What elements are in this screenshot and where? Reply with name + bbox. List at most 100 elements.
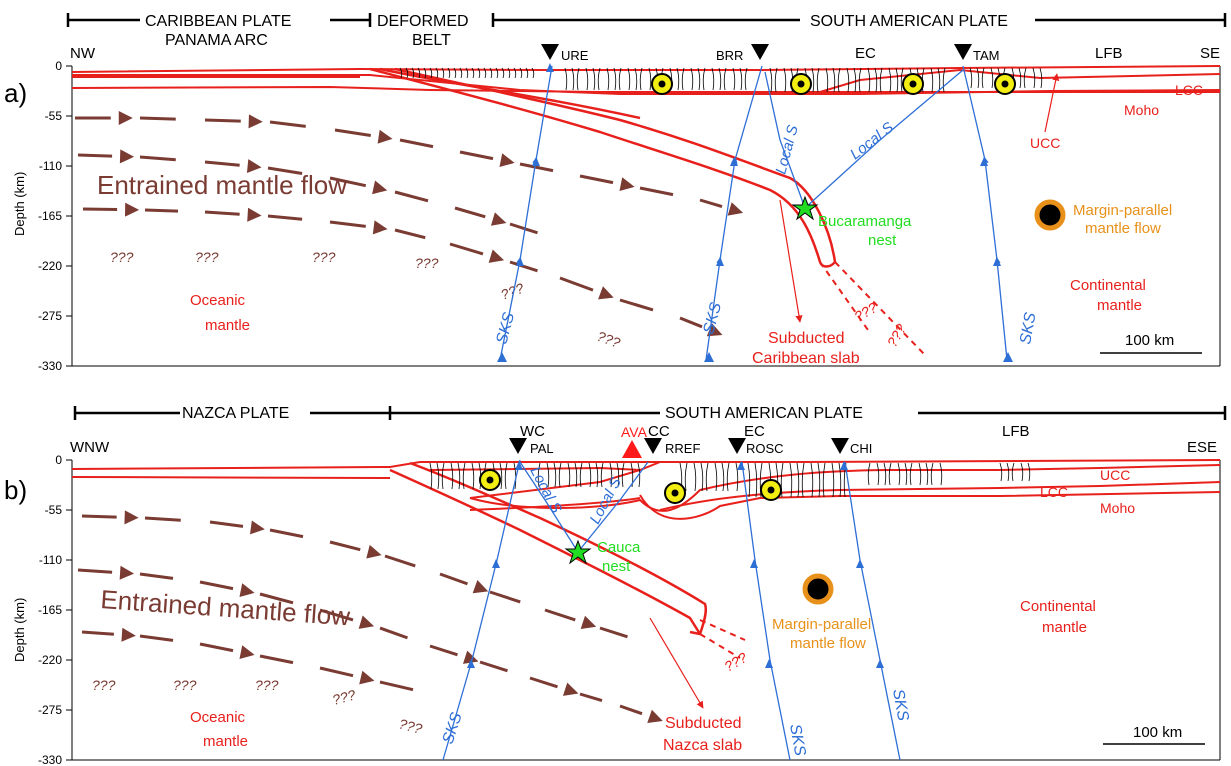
fabric-line — [579, 462, 583, 488]
fabric-line — [405, 67, 409, 79]
crust-label-ucc-b: UCC — [1100, 467, 1130, 483]
fabric-line — [459, 67, 463, 79]
flow-arrowhead — [488, 249, 505, 263]
fabric-line — [585, 67, 589, 91]
fabric-line — [630, 462, 634, 488]
flow-dash — [544, 608, 576, 622]
slab-label-line2: Caribbean slab — [752, 350, 860, 367]
panel-label-a: a) — [4, 78, 27, 108]
nest-label-line1: Bucaramanga — [818, 213, 912, 230]
fabric-line — [525, 67, 529, 79]
flow-dot-center — [767, 486, 775, 494]
fabric-line — [711, 67, 715, 91]
direction-nw: NW — [70, 45, 96, 62]
fabric-line — [553, 462, 557, 488]
flow-arrowhead — [499, 153, 515, 168]
fabric-line — [769, 67, 773, 93]
plate-label-panama-arc: PANAMA ARC — [165, 32, 268, 49]
panel-label-b: b) — [4, 475, 27, 505]
oceanic-label-line1-b: Oceanic — [190, 709, 246, 726]
fabric-line — [831, 462, 835, 498]
fabric-line — [1039, 67, 1043, 89]
fabric-line — [853, 67, 857, 93]
unknown-mark: ??? — [397, 715, 424, 737]
fabric-line — [499, 462, 503, 490]
unknown-mark: ??? — [595, 328, 623, 351]
flow-dot-center — [909, 80, 917, 88]
fabric-line — [519, 67, 523, 79]
fabric-line — [627, 67, 631, 91]
sks-rays-a — [499, 65, 1008, 361]
fabric-line — [700, 462, 704, 492]
fabric-line — [507, 67, 511, 79]
scale-label: 100 km — [1125, 332, 1174, 349]
plate-label-belt: BELT — [412, 32, 451, 49]
flow-dash — [619, 298, 654, 312]
crust-label-lcc-b: LCC — [1040, 484, 1068, 500]
fabric-line — [822, 462, 826, 498]
slab-label-line1: Subducted — [768, 330, 845, 347]
perpendicular-flow-markers-a — [651, 73, 1016, 95]
local-s-rays-a — [764, 69, 964, 209]
flow-arrowhead — [250, 520, 265, 535]
fabric-line — [592, 67, 596, 91]
y-tick-label: -220 — [38, 653, 62, 667]
fabric-line — [1023, 67, 1027, 89]
fabric-line — [597, 67, 601, 91]
station-label-chi: CHI — [850, 441, 872, 456]
y-ticks-a: 0 -55 -110 -165 -220 -275 -330 — [38, 59, 72, 373]
fabric-line — [723, 67, 727, 91]
flow-dash — [259, 654, 294, 665]
flow-arrowhead — [358, 615, 375, 629]
fabric-line — [429, 462, 433, 490]
flow-arrowhead — [119, 565, 135, 580]
unknown-mark: ??? — [499, 280, 527, 303]
station-label-tam: TAM — [973, 48, 999, 63]
flow-dash — [394, 190, 429, 203]
fabric-line — [969, 67, 973, 89]
fabric-line — [735, 462, 739, 492]
sks-label: SKS — [493, 310, 518, 346]
fabric-line — [676, 67, 680, 91]
fabric-line — [684, 462, 688, 492]
fabric-line — [558, 462, 562, 488]
flow-label-a: Entrained mantle flow — [97, 170, 347, 200]
fabric-line — [846, 67, 850, 93]
earthquake-nest-star-icon — [564, 539, 592, 565]
scale-label-b: 100 km — [1133, 724, 1182, 741]
fabric-line — [588, 462, 592, 488]
fabric-line — [918, 462, 922, 486]
subducted-slab-a — [369, 67, 837, 268]
plate-label-nazca: NAZCA PLATE — [182, 405, 289, 422]
flow-dash — [639, 186, 674, 197]
fabric-line — [702, 67, 706, 91]
flow-arrowhead — [124, 510, 139, 525]
margin-label-line2: mantle flow — [1085, 220, 1161, 237]
flow-arrowhead — [490, 212, 507, 226]
station-triangle-icon — [954, 44, 972, 60]
flow-dash — [384, 554, 416, 568]
flow-arrowhead — [118, 111, 133, 125]
fabric-line — [1027, 462, 1031, 482]
y-tick-label: 0 — [55, 59, 62, 73]
unknown-mark: ??? — [173, 677, 197, 693]
y-axis-title-b: Depth (km) — [12, 598, 27, 662]
station-triangle-icon — [644, 438, 662, 454]
fabric-line — [576, 67, 580, 91]
flow-dash — [267, 166, 303, 175]
region-label-wc: WC — [520, 423, 545, 440]
flow-dash — [139, 572, 174, 580]
station-label-rref: RREF — [665, 441, 700, 456]
crust-label-lcc: LCC — [1175, 82, 1203, 98]
fabric-line — [411, 67, 415, 79]
fabric-line — [732, 67, 736, 91]
fabric-line — [837, 67, 841, 93]
fabric-line — [904, 462, 908, 486]
fabric-line — [504, 462, 508, 490]
flow-arrowhead — [247, 207, 262, 222]
ray-arrowheads-b — [467, 461, 884, 668]
flow-dash — [77, 153, 113, 158]
flow-dash — [204, 160, 240, 167]
oceanic-label-line2: mantle — [205, 317, 250, 334]
fabric-line — [450, 462, 454, 490]
